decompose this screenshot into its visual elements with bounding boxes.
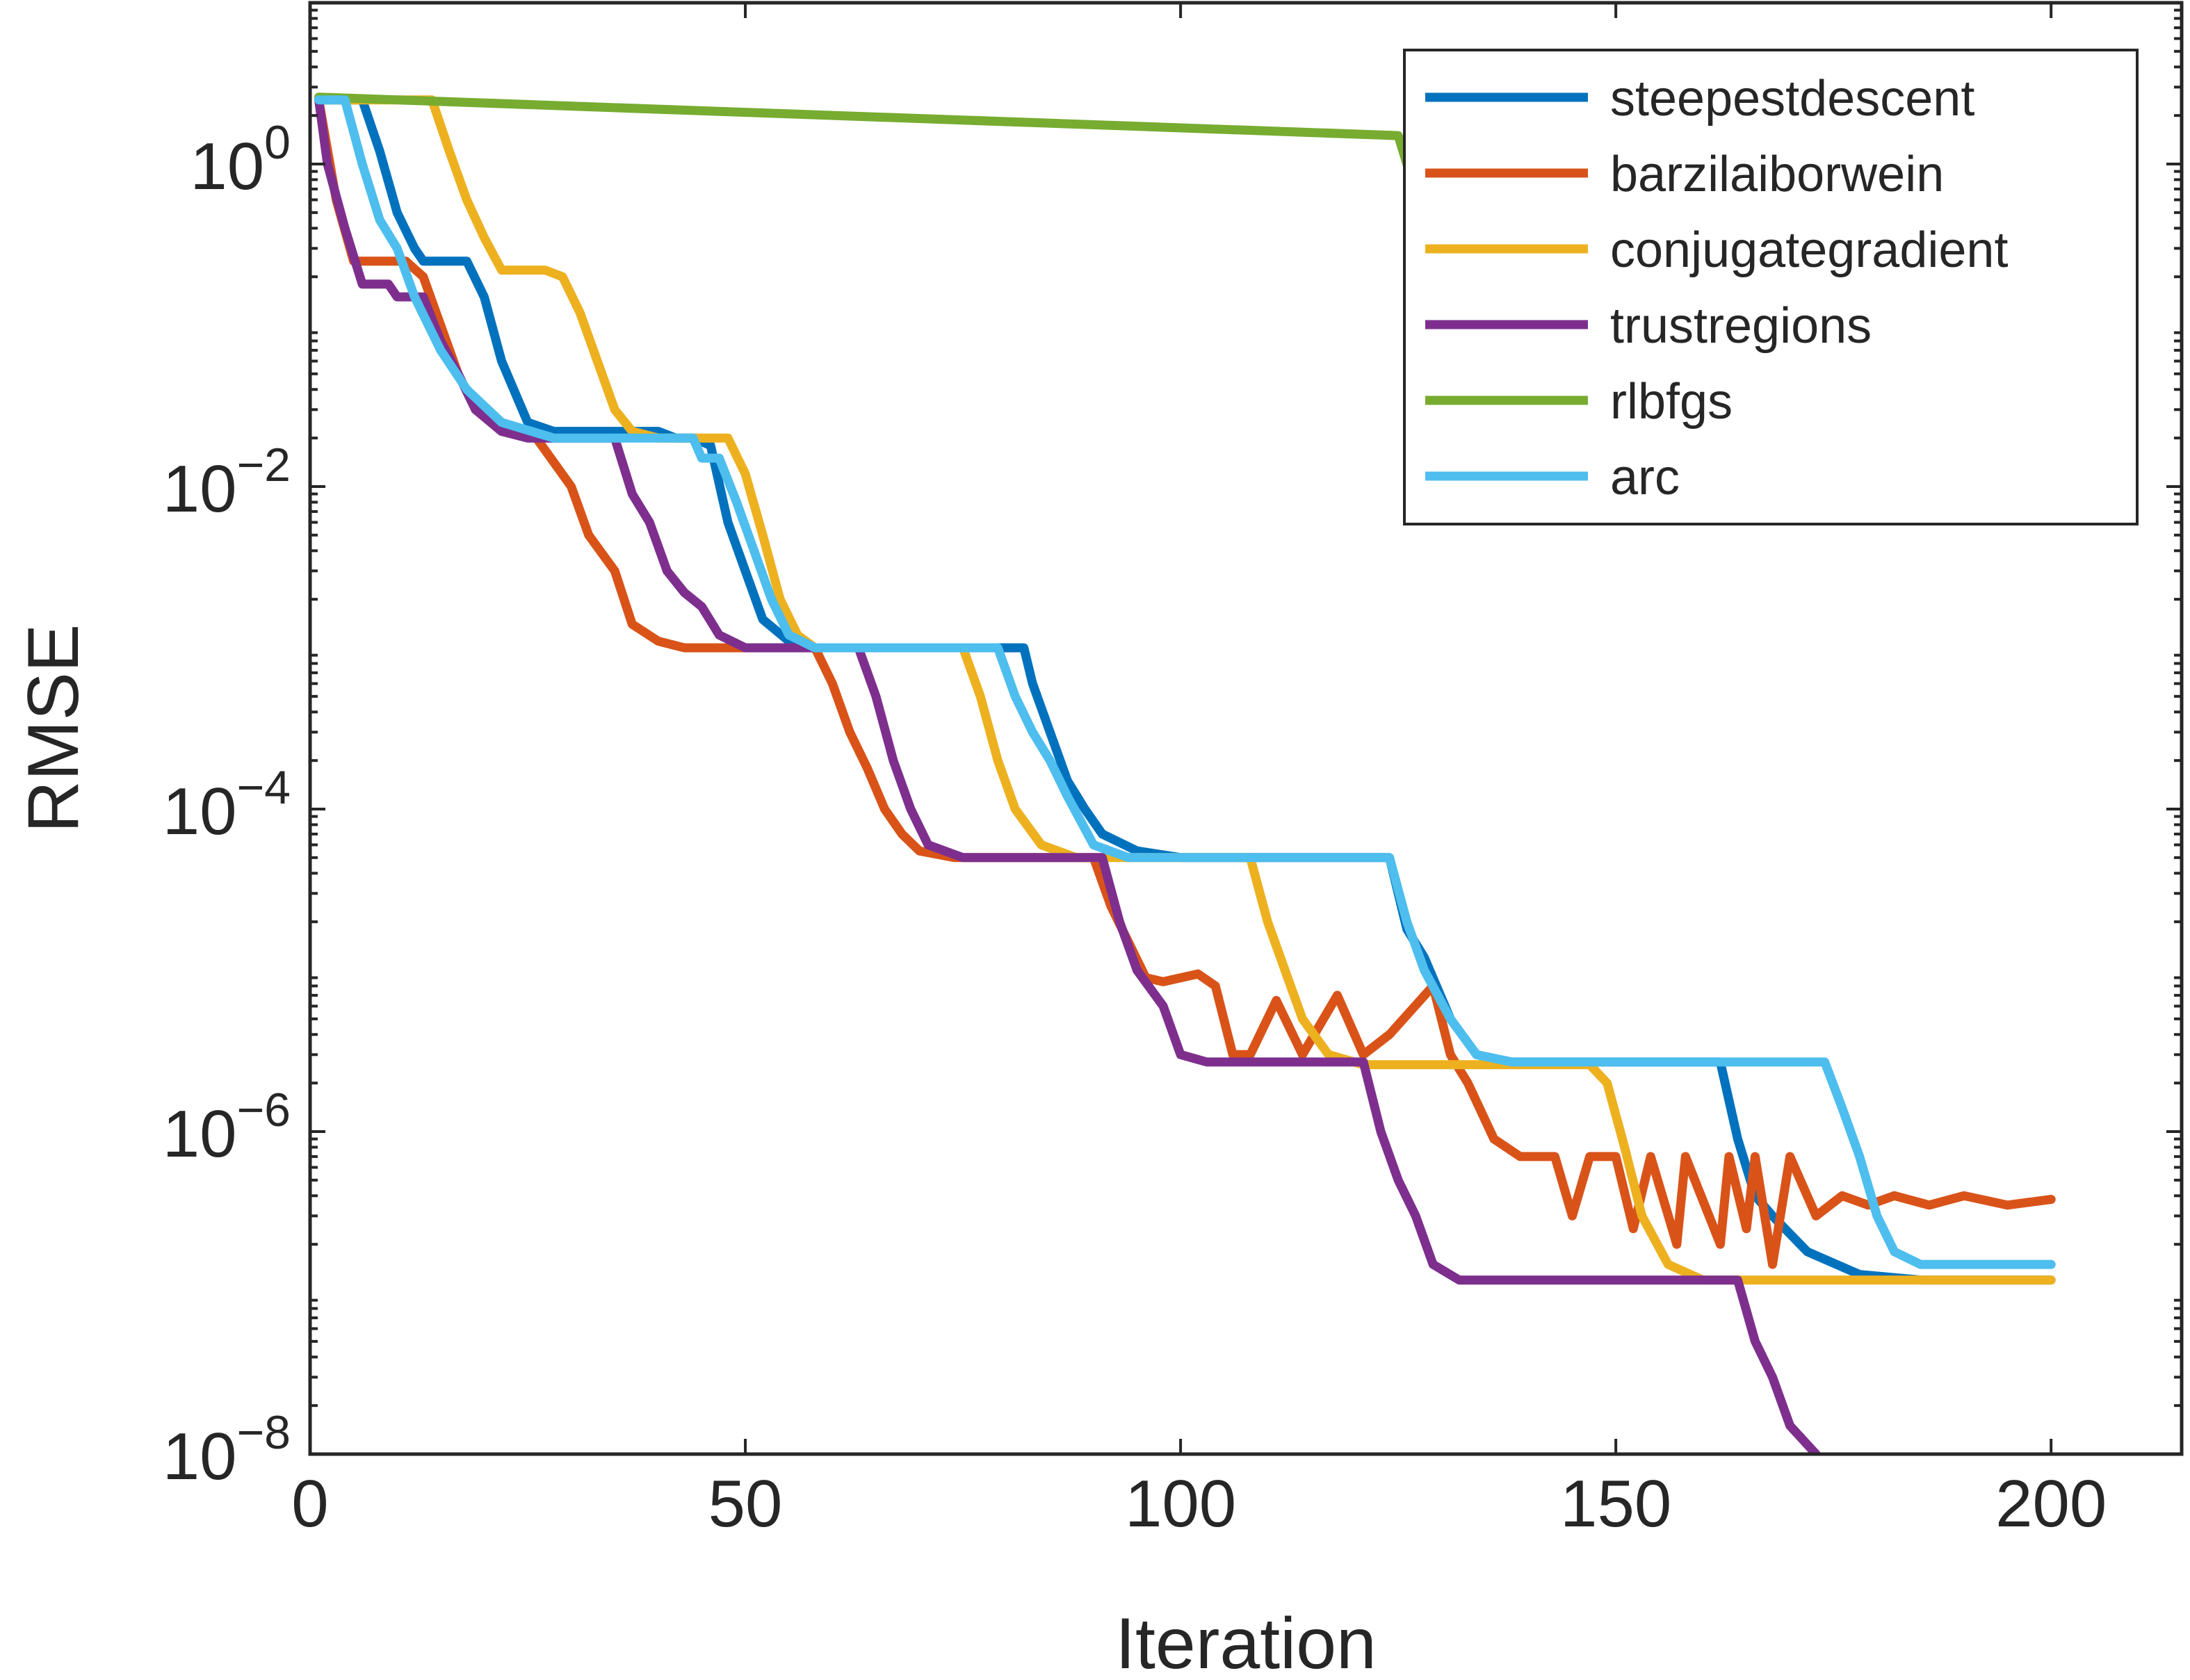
legend-label-rlbfgs: rlbfgs (1610, 374, 1733, 430)
series-line-arc (314, 95, 2056, 1269)
x-tick-label: 100 (1125, 1467, 1236, 1541)
x-tick-label: 150 (1560, 1467, 1671, 1541)
legend: steepestdescent barzilaiborwein conjugateg… (1403, 49, 2139, 525)
series-layer (314, 92, 2056, 1454)
x-tick-label: 50 (708, 1467, 783, 1541)
legend-box (1403, 49, 2139, 525)
legend-label-barzilaiborwein: barzilaiborwein (1610, 147, 1944, 202)
x-axis-ticks: 0 50 100 150 200 (291, 3, 2107, 1541)
legend-label-arc: arc (1610, 450, 1680, 505)
x-tick-label: 0 (291, 1467, 328, 1541)
axes-box (308, 1, 2184, 1456)
legend-label-trustregions: trustregions (1610, 298, 1872, 354)
y-tick-label: 10−4 (163, 761, 291, 849)
y-tick-label: 10−8 (163, 1406, 291, 1494)
y-tick-label: 100 (190, 116, 291, 204)
y-tick-label: 10−2 (163, 439, 291, 526)
x-axis-title: Iteration (1115, 1604, 1377, 1680)
plot-area: 0 50 100 150 200 100 10−2 10−4 10−6 10−8 (163, 1, 2184, 1541)
legend-label-conjugategradient: conjugategradient (1610, 222, 2008, 278)
series-line-barzilaiborwein (314, 95, 2056, 1269)
y-axis-title: RMSE (13, 624, 94, 833)
y-tick-label: 10−6 (163, 1084, 291, 1171)
x-tick-label: 200 (1995, 1467, 2107, 1541)
y-axis-ticks: 100 10−2 10−4 10−6 10−8 (163, 8, 2182, 1494)
legend-label-steepestdescent: steepestdescent (1610, 71, 1974, 127)
